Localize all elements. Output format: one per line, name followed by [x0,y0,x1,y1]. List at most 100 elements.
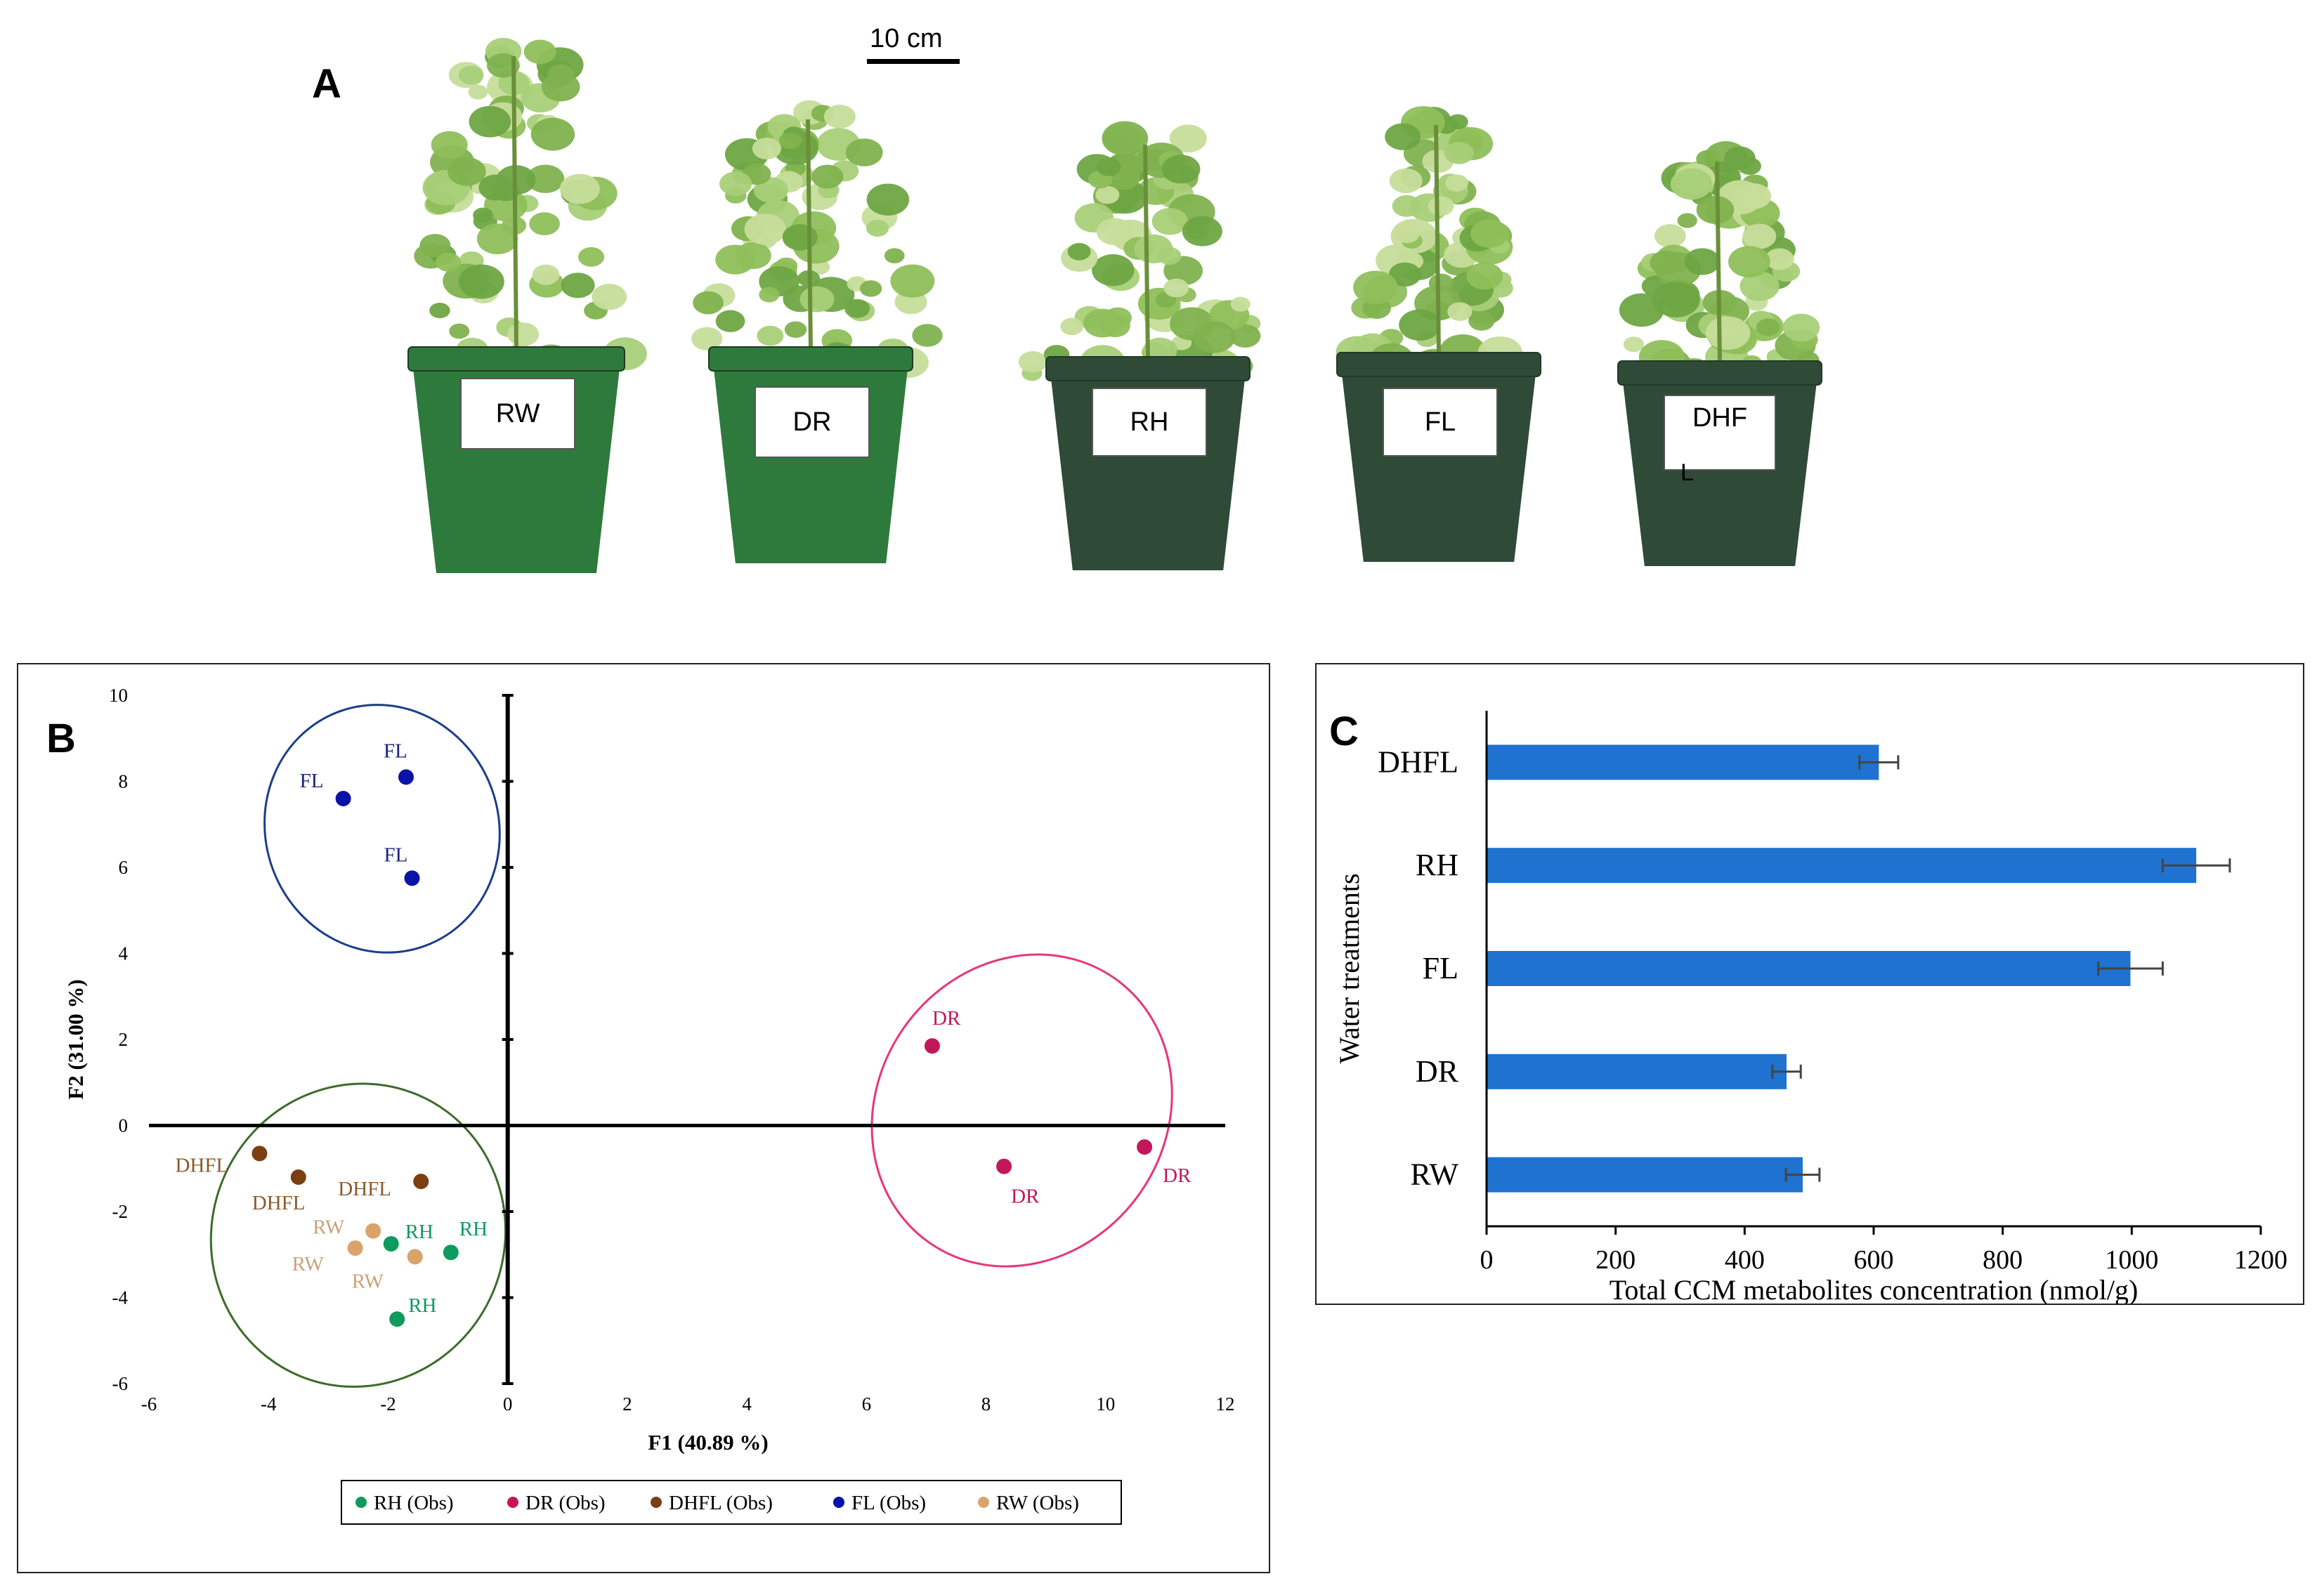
category-label: RH [1416,848,1458,882]
x-tick-label: 6 [862,1393,872,1415]
leaf [1388,262,1421,287]
leaf [1696,150,1721,168]
x-tick-label: 1200 [2234,1245,2287,1275]
leaf [1677,213,1697,228]
data-point [404,870,420,886]
y-tick-label: 6 [119,857,129,878]
legend-box [341,1480,1122,1525]
leaf [458,264,504,299]
x-tick-label: 0 [503,1393,513,1415]
pot-label-dr: DR [755,386,870,458]
y-tick-label: -4 [112,1287,129,1308]
leaf [1353,270,1398,305]
leaf [1652,282,1700,317]
y-tick-label: 8 [119,771,129,792]
x-tick-label: -6 [141,1393,157,1415]
category-label: RW [1411,1157,1459,1192]
leaf [458,65,484,85]
leaf [1670,168,1713,200]
data-point [365,1223,381,1239]
stem [511,55,518,350]
leaf [1445,174,1468,192]
panel-a-letter: A [312,61,341,107]
leaf [1134,234,1173,264]
stem [1715,161,1722,365]
stem [1143,144,1150,360]
leaf [469,105,511,138]
panel-a-photo: A 10 cm RW DR RH FL DHF L [0,0,2324,618]
data-point [407,1249,423,1265]
leaf [715,310,745,332]
plant-4 [1336,106,1541,562]
plant-pots-illustration [407,37,1822,573]
data-point [335,791,351,806]
leaf [507,322,540,346]
pot-rim [1045,356,1251,381]
leaf [1705,316,1751,350]
pot-rim [1336,352,1541,377]
leaf [1095,185,1120,204]
data-point [413,1174,429,1190]
leaf [1623,336,1644,353]
legend-label: DR (Obs) [525,1492,606,1514]
leaf [1650,250,1683,275]
leaf [429,303,450,319]
y-tick-label: 4 [119,943,129,964]
y-tick-label: 0 [119,1115,129,1136]
pot-rim [708,346,913,372]
leaf [419,234,451,258]
leaf [1230,296,1251,312]
plant-2 [691,100,943,563]
leaf [1163,278,1189,298]
leaf [1392,195,1421,217]
scale-bar [867,59,960,64]
legend-marker [355,1497,367,1508]
leaf [1728,246,1770,278]
y-tick-label: -6 [112,1373,129,1394]
pca-scatter-plot: -6 -4 -2 0 2 4 6 8 10 12 -6 -4 -2 0 2 4 6 8 10 F1 (40.89 %)… [63,685,1235,1525]
leaf [1096,218,1133,246]
leaf [1399,309,1441,341]
leaf [811,164,844,189]
leaf [1742,223,1777,249]
x-tick-label: 200 [1595,1245,1636,1275]
pca-legend: RH (Obs) DR (Obs) DHFL (Obs) FL (Obs) RW (Ob… [341,1480,1122,1525]
bar-dr [1487,1054,1787,1089]
leaf [784,321,807,339]
leaf [1385,123,1421,150]
leaf [529,212,560,235]
x-tick-label: 1000 [2105,1245,2158,1275]
panel-c-letter: C [1329,709,1359,754]
leaf [1782,313,1820,342]
leaf [1765,248,1794,270]
pot-rim [1617,360,1822,386]
panel-b-letter: B [46,716,76,761]
point-label: DHFL [175,1154,228,1176]
x-tick-label: 0 [1480,1245,1494,1275]
pot-label-fl: FL [1383,388,1498,457]
leaf [759,287,780,303]
pca-points: RH RH RH DR DR DR DHFL DHFL DHFL FL FL FL RW RW RW [175,740,1192,1327]
leaf [449,323,470,339]
data-point [924,1038,940,1054]
bar-fl [1487,951,2131,986]
leaf [577,247,605,267]
leaf [1092,254,1135,287]
point-label: RW [292,1253,325,1275]
legend-marker [833,1497,844,1508]
pot-label-dhfl: DHF [1664,395,1776,471]
pot-label-rh: RH [1092,388,1207,457]
x-tick-label: 4 [742,1393,752,1415]
legend-marker [978,1497,989,1508]
y-tick-label: -2 [112,1201,129,1222]
legend-label: RH (Obs) [374,1492,454,1514]
leaf [541,72,580,102]
leaf [559,173,600,204]
data-point [1137,1139,1153,1155]
x-tick-label: 400 [1725,1245,1765,1275]
leaf [1724,146,1756,170]
leaf [782,224,818,251]
leaf [532,264,560,285]
leaf [1104,307,1132,329]
point-label: RH [459,1218,488,1240]
